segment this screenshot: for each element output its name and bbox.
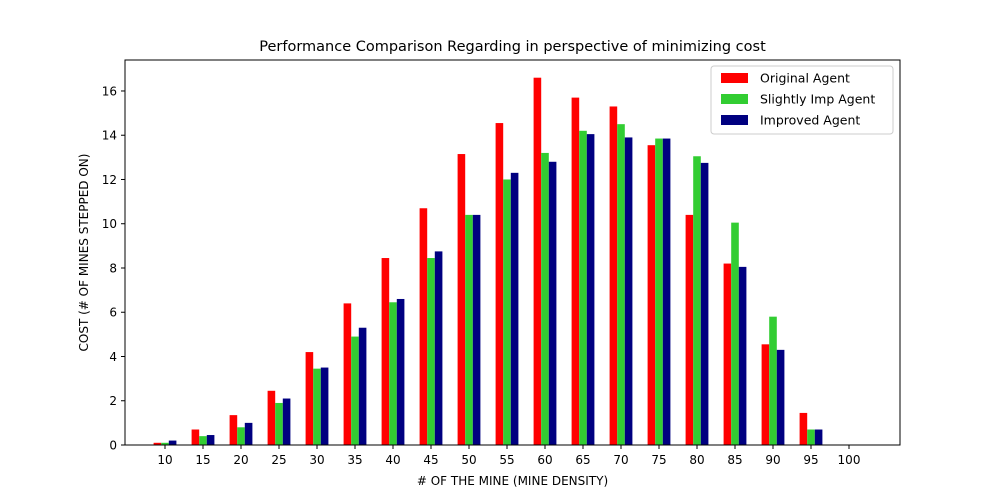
bar-improved-agent-40 xyxy=(396,298,405,445)
bar-slightly-imp-agent-85 xyxy=(731,222,739,445)
bar-original-agent-55 xyxy=(495,123,504,445)
bar-original-agent-80 xyxy=(685,214,694,445)
bar-original-agent-35 xyxy=(343,303,352,445)
bar-slightly-imp-agent-95 xyxy=(807,429,815,445)
y-tick-label: 10 xyxy=(102,217,117,231)
bar-slightly-imp-agent-60 xyxy=(541,152,549,445)
x-tick-label: 25 xyxy=(271,453,286,467)
x-tick-label: 50 xyxy=(461,453,476,467)
bar-original-agent-10 xyxy=(153,442,162,445)
x-tick-label: 75 xyxy=(651,453,666,467)
legend-swatch xyxy=(721,115,748,125)
bar-improved-agent-20 xyxy=(244,422,253,445)
bar-improved-agent-75 xyxy=(662,138,671,446)
x-tick-label: 80 xyxy=(689,453,704,467)
y-tick-label: 6 xyxy=(109,306,117,320)
bar-original-agent-25 xyxy=(267,390,276,445)
bar-slightly-imp-agent-20 xyxy=(237,427,245,445)
y-axis-label: COST (# OF MINES STEPPED ON) xyxy=(77,154,91,352)
x-tick-label: 55 xyxy=(499,453,514,467)
legend-box xyxy=(710,65,894,135)
bar-original-agent-70 xyxy=(609,106,618,445)
bar-slightly-imp-agent-15 xyxy=(199,436,207,445)
bar-slightly-imp-agent-75 xyxy=(655,138,663,446)
y-tick-label: 12 xyxy=(102,173,117,187)
bar-slightly-imp-agent-65 xyxy=(579,130,587,446)
bar-slightly-imp-agent-90 xyxy=(769,316,777,445)
x-tick-label: 100 xyxy=(838,453,861,467)
legend-label: Slightly Imp Agent xyxy=(760,92,875,107)
bar-slightly-imp-agent-10 xyxy=(161,442,169,445)
bar-slightly-imp-agent-35 xyxy=(351,336,359,445)
y-tick-label: 14 xyxy=(102,129,117,143)
x-axis-ticks: 10 15 20 25 30 35 40 45 50 55 60 65 70 75 80 85 90 95 100 xyxy=(157,445,860,467)
bar-improved-agent-60 xyxy=(548,161,557,445)
x-tick-label: 10 xyxy=(157,453,172,467)
x-tick-label: 40 xyxy=(385,453,400,467)
x-axis-label: # OF THE MINE (MINE DENSITY) xyxy=(417,474,608,488)
bar-original-agent-30 xyxy=(305,352,314,445)
bar-original-agent-65 xyxy=(571,97,580,446)
bar-original-agent-40 xyxy=(381,258,390,445)
x-tick-label: 20 xyxy=(233,453,248,467)
legend-swatch xyxy=(721,94,748,104)
bar-original-agent-50 xyxy=(457,154,466,446)
bar-original-agent-85 xyxy=(723,263,732,445)
bar-slightly-imp-agent-40 xyxy=(389,302,397,445)
bar-slightly-imp-agent-55 xyxy=(503,179,511,446)
legend-label: Improved Agent xyxy=(760,113,860,128)
bar-original-agent-15 xyxy=(191,429,200,445)
bar-improved-agent-55 xyxy=(510,172,519,445)
bars-group xyxy=(153,77,823,446)
y-tick-label: 8 xyxy=(109,261,117,275)
bar-improved-agent-85 xyxy=(738,266,747,445)
x-tick-label: 65 xyxy=(575,453,590,467)
x-tick-label: 95 xyxy=(803,453,818,467)
y-axis-ticks: 0 2 4 6 8 10 12 14 16 xyxy=(102,84,125,453)
bar-improved-agent-10 xyxy=(168,440,177,445)
plot-frame xyxy=(124,59,901,446)
bar-slightly-imp-agent-70 xyxy=(617,124,625,446)
bar-improved-agent-25 xyxy=(282,398,291,445)
bar-original-agent-45 xyxy=(419,208,428,445)
bar-original-agent-60 xyxy=(533,77,542,445)
bar-slightly-imp-agent-30 xyxy=(313,368,321,445)
y-tick-label: 16 xyxy=(102,84,117,98)
x-tick-label: 35 xyxy=(347,453,362,467)
x-tick-label: 60 xyxy=(537,453,552,467)
bar-improved-agent-70 xyxy=(624,137,633,445)
legend-swatch xyxy=(721,73,748,83)
y-tick-label: 4 xyxy=(109,350,117,364)
bar-improved-agent-35 xyxy=(358,327,367,445)
bar-improved-agent-30 xyxy=(320,367,329,445)
legend-label: Original Agent xyxy=(760,71,850,86)
bar-slightly-imp-agent-50 xyxy=(465,214,473,445)
chart-title: Performance Comparison Regarding in pers… xyxy=(259,39,766,55)
bar-improved-agent-45 xyxy=(434,251,443,445)
bar-original-agent-75 xyxy=(647,145,656,445)
bar-slightly-imp-agent-80 xyxy=(693,156,701,445)
x-tick-label: 45 xyxy=(423,453,438,467)
bar-slightly-imp-agent-25 xyxy=(275,402,283,445)
x-tick-label: 15 xyxy=(195,453,210,467)
x-tick-label: 30 xyxy=(309,453,324,467)
bar-original-agent-90 xyxy=(761,344,770,445)
bar-improved-agent-15 xyxy=(206,435,215,445)
bar-improved-agent-95 xyxy=(814,429,823,445)
y-tick-label: 0 xyxy=(109,439,117,453)
bar-original-agent-20 xyxy=(229,415,238,445)
x-tick-label: 85 xyxy=(727,453,742,467)
bar-improved-agent-50 xyxy=(472,214,481,445)
y-tick-label: 2 xyxy=(109,394,117,408)
x-tick-label: 90 xyxy=(765,453,780,467)
x-tick-label: 70 xyxy=(613,453,628,467)
bar-improved-agent-80 xyxy=(700,162,709,445)
legend: Original Agent Slightly Imp Agent Improved… xyxy=(710,65,894,135)
bar-original-agent-95 xyxy=(799,412,808,445)
bar-slightly-imp-agent-45 xyxy=(427,258,435,445)
bar-improved-agent-65 xyxy=(586,134,595,445)
bar-improved-agent-90 xyxy=(776,349,785,445)
